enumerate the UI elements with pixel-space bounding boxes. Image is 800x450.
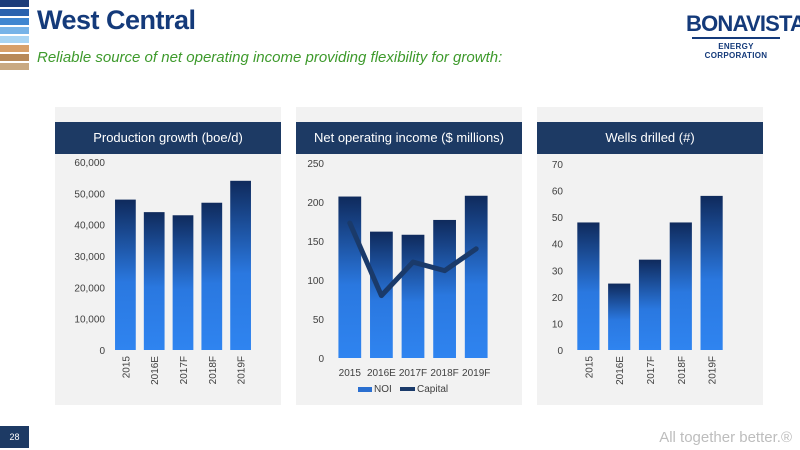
stripe-7 (0, 63, 29, 70)
y-tick-label: 30,000 (74, 252, 105, 263)
logo-divider (692, 37, 780, 39)
bar (172, 215, 194, 350)
page-title: West Central (37, 5, 196, 35)
wells-chart-panel: Wells drilled (#) 0 10 20 30 40 50 60 70 2015 201… (537, 107, 763, 405)
y-tick-label: 50 (552, 213, 564, 224)
bar (143, 212, 165, 350)
y-tick-label: 250 (307, 159, 324, 170)
y-tick-label: 50 (313, 315, 325, 326)
capital-line (347, 220, 479, 299)
y-tick-label: 60,000 (74, 158, 105, 169)
y-tick-label: 50,000 (74, 189, 105, 200)
production-chart: 0 10,000 20,000 30,000 40,000 50,000 60,000 201… (74, 158, 251, 385)
stripe-6 (0, 54, 29, 61)
x-tick-label: 2018F (677, 356, 688, 384)
x-tick-label: 2016E (615, 356, 626, 385)
logo-name: BONAVISTA (686, 11, 800, 36)
noi-chart-title: Net operating income ($ millions) (296, 122, 522, 154)
production-chart-panel: Production growth (boe/d) 0 10,000 20,000 3… (55, 107, 281, 405)
stripe-0 (0, 0, 29, 7)
page-subtitle: Reliable source of net operating income … (37, 49, 503, 66)
y-tick-label: 150 (307, 237, 324, 248)
y-tick-label: 10 (552, 319, 564, 330)
bar (669, 222, 692, 350)
x-tick-label: 2018F (430, 368, 458, 379)
bar (638, 259, 662, 350)
x-tick-label: 2018F (208, 356, 219, 384)
x-tick-label: 2019F (237, 356, 248, 384)
stripe-1 (0, 9, 29, 16)
x-tick-label: 2019F (708, 356, 719, 384)
logo-subtitle: ENERGY CORPORATION (704, 42, 768, 60)
y-tick-label: 40,000 (74, 221, 105, 232)
noi-chart: 0 50 100 150 200 250 2015 2016E 2017F 2018F 2019F N… (307, 159, 490, 395)
bar (464, 195, 488, 358)
bar (608, 283, 631, 350)
y-tick-label: 20,000 (74, 283, 105, 294)
company-logo: BONAVISTA ENERGY CORPORATION (686, 11, 800, 61)
bar (201, 202, 223, 350)
bar (577, 222, 600, 350)
x-tick-label: 2016E (150, 356, 161, 385)
legend-capital-label: Capital (417, 384, 448, 395)
y-tick-label: 30 (552, 266, 564, 277)
tagline: All together better.® (659, 429, 792, 446)
x-tick-label: 2017F (646, 356, 657, 384)
bar (401, 234, 425, 358)
stripe-5 (0, 45, 29, 52)
y-tick-label: 0 (99, 346, 105, 357)
bar (230, 180, 251, 350)
y-tick-label: 20 (552, 293, 564, 304)
x-tick-label: 2017F (179, 356, 190, 384)
production-chart-title: Production growth (boe/d) (55, 122, 281, 154)
noi-chart-panel: Net operating income ($ millions) 0 50 100… (296, 107, 522, 405)
bar (115, 199, 136, 350)
legend-noi-label: NOI (374, 384, 392, 395)
y-tick-label: 200 (307, 198, 324, 209)
y-tick-label: 0 (318, 354, 324, 365)
wells-chart: 0 10 20 30 40 50 60 70 2015 2016E 2017F 2018F 2019F (552, 160, 723, 385)
x-tick-label: 2015 (584, 356, 595, 379)
y-tick-label: 0 (557, 346, 563, 357)
stripe-4 (0, 36, 29, 43)
x-tick-label: 2017F (399, 368, 427, 379)
bar (433, 219, 456, 358)
y-tick-label: 60 (552, 187, 564, 198)
x-tick-label: 2015 (339, 368, 362, 379)
x-tick-label: 2016E (367, 368, 396, 379)
y-tick-label: 40 (552, 240, 564, 251)
y-tick-label: 70 (552, 160, 564, 171)
stripe-3 (0, 27, 29, 34)
y-tick-label: 10,000 (74, 315, 105, 326)
wells-chart-title: Wells drilled (#) (537, 122, 763, 154)
bar (700, 195, 723, 350)
y-tick-label: 100 (307, 276, 324, 287)
x-tick-label: 2015 (121, 356, 132, 379)
stripe-2 (0, 18, 29, 25)
x-tick-label: 2019F (462, 368, 490, 379)
page-number: 28 (0, 426, 29, 448)
decorative-stripes (0, 0, 29, 72)
legend-noi-swatch (358, 387, 372, 392)
